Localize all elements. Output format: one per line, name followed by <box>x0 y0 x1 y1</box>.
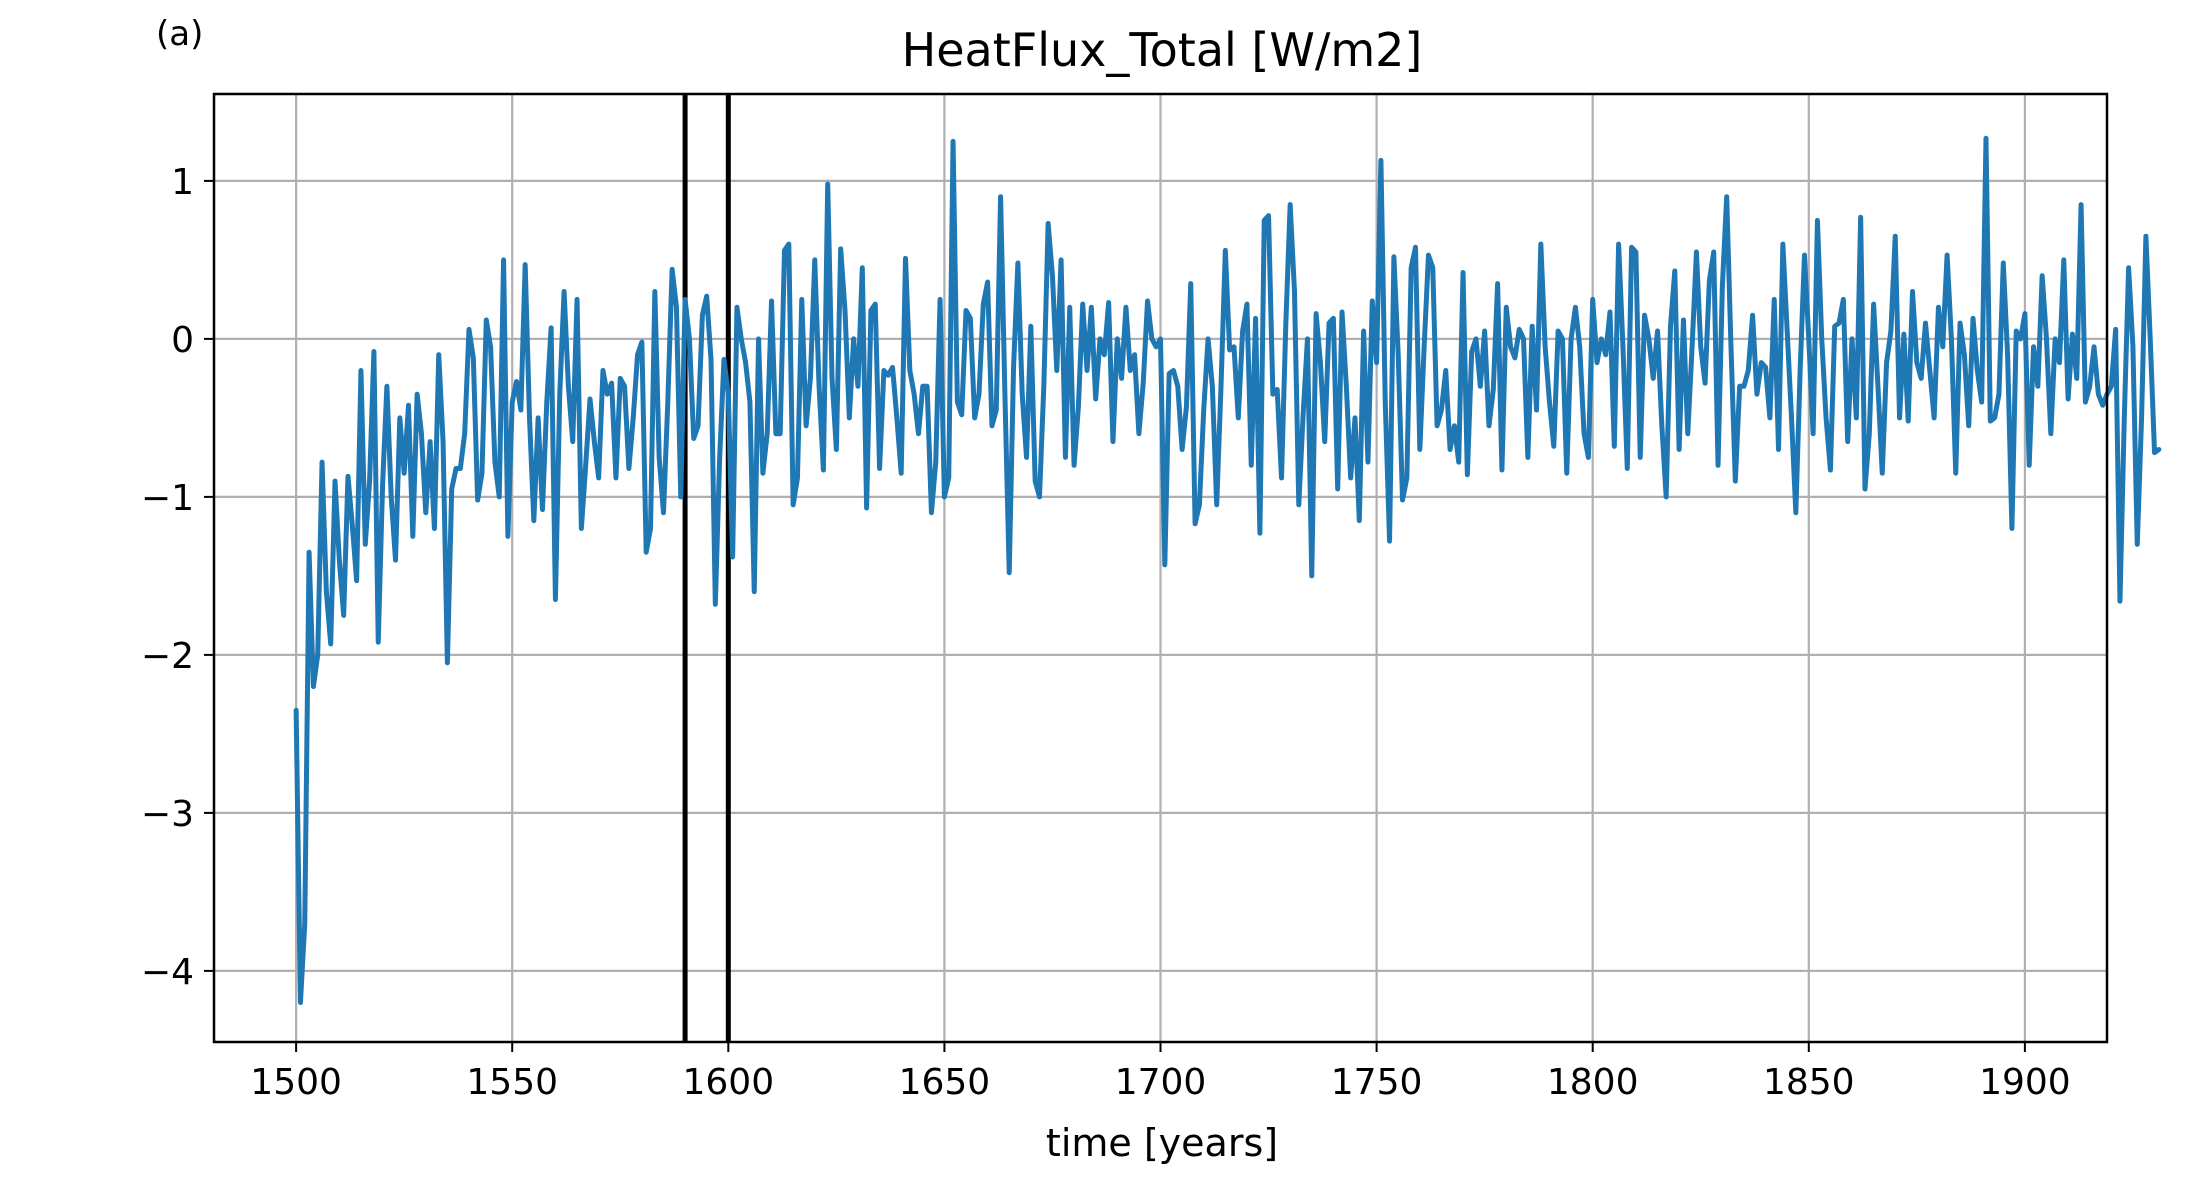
grid-lines <box>214 94 2107 1042</box>
y-tick-label: −2 <box>141 636 194 677</box>
x-tick-label: 1500 <box>250 1062 342 1103</box>
y-tick-label: −1 <box>141 478 194 519</box>
y-tick-label: 0 <box>171 320 194 361</box>
chart-title: HeatFlux_Total [W/m2] <box>902 23 1423 77</box>
x-tick-label: 1700 <box>1115 1062 1207 1103</box>
x-axis-label: time [years] <box>1046 1121 1278 1165</box>
x-tick-label: 1550 <box>466 1062 558 1103</box>
x-tick-label: 1750 <box>1331 1062 1423 1103</box>
x-tick-label: 1850 <box>1763 1062 1855 1103</box>
x-tick-label: 1600 <box>682 1062 774 1103</box>
y-tick-label: −4 <box>141 952 194 993</box>
y-tick-label: 1 <box>171 162 194 203</box>
y-tick-label: −3 <box>141 794 194 835</box>
x-axis-ticks: 1500 1550 1600 1650 1700 1750 1800 1850 1900 <box>250 1042 2071 1103</box>
y-axis-ticks: 1 0 −1 −2 −3 −4 <box>141 162 214 993</box>
x-tick-label: 1800 <box>1547 1062 1639 1103</box>
series-group <box>293 135 2162 1005</box>
vertical-markers <box>682 94 731 1042</box>
x-tick-label: 1650 <box>899 1062 991 1103</box>
panel-label: (a) <box>156 14 203 54</box>
series-line <box>293 135 2162 1005</box>
x-tick-label: 1900 <box>1979 1062 2071 1103</box>
